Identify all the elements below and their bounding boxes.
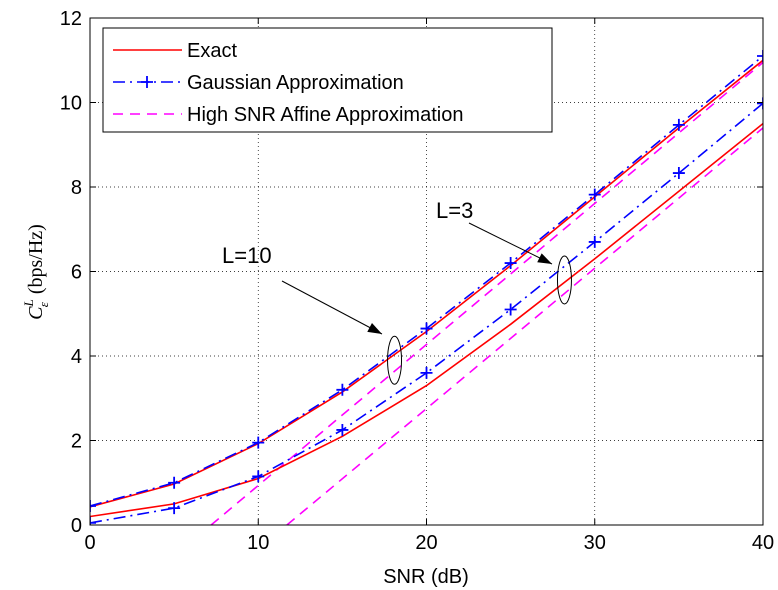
data-point-marker — [504, 257, 517, 270]
series-l10-dashed — [210, 61, 763, 525]
data-point-marker — [588, 188, 601, 201]
data-point-marker — [672, 167, 685, 180]
y-tick-label: 8 — [71, 177, 82, 199]
data-point-marker — [504, 303, 517, 316]
legend: Exact Gaussian Approximation High SNR Affi… — [102, 27, 553, 133]
legend-marker — [141, 76, 153, 88]
annotation-label: L=3 — [436, 198, 473, 223]
data-point-marker — [252, 436, 265, 449]
annotations: L=10 L=3 — [222, 198, 572, 385]
data-point-marker — [168, 502, 181, 515]
y-tick-label: 10 — [60, 93, 82, 115]
annotation-l10: L=10 — [222, 243, 403, 385]
legend-item-dashed: High SNR Affine Approximation — [113, 104, 463, 126]
legend-box — [102, 27, 553, 133]
y-tick-label: 2 — [71, 431, 82, 453]
svg-text:CLε(bps/Hz): CLε (bps/Hz) — [21, 224, 51, 320]
data-point-marker — [420, 366, 433, 379]
y-axis-label-sup: L — [21, 299, 36, 307]
series-line — [90, 102, 763, 524]
series-l3-solid — [90, 122, 763, 518]
annotation-arrow-line — [468, 222, 553, 265]
data-point-marker — [90, 499, 96, 512]
annotation-arrow-head — [537, 253, 552, 264]
series-l3-dashdot — [90, 97, 763, 525]
data-point-marker — [757, 97, 763, 110]
data-point-marker — [757, 50, 763, 63]
legend-label: Exact — [187, 40, 237, 62]
series-layer — [90, 50, 763, 525]
y-tick-label: 4 — [71, 346, 82, 368]
annotation-arrow-head — [367, 323, 382, 334]
data-point-marker — [90, 516, 96, 525]
data-point-marker — [252, 470, 265, 483]
series-line — [210, 61, 763, 525]
series-l10-dashdot — [90, 50, 763, 512]
annotation-ellipse — [387, 335, 403, 385]
legend-item-solid: Exact — [113, 40, 237, 62]
annotation-arrow-line — [281, 280, 383, 335]
annotation-label: L=10 — [222, 243, 272, 268]
data-point-marker — [168, 476, 181, 489]
legend-label: High SNR Affine Approximation — [187, 104, 463, 126]
series-line — [286, 127, 763, 525]
data-point-marker — [588, 235, 601, 248]
y-tick-label: 12 — [60, 8, 82, 30]
x-tick-label: 40 — [752, 532, 774, 554]
x-tick-label: 30 — [584, 532, 606, 554]
data-point-marker — [336, 423, 349, 436]
legend-item-dashdot: Gaussian Approximation — [113, 72, 404, 94]
y-axis-label-sub: ε — [36, 301, 51, 307]
x-axis-label: SNR (dB) — [383, 566, 469, 588]
axes: 0 10 20 30 40 0 2 4 6 8 10 12 — [60, 8, 774, 554]
series-line — [90, 122, 763, 518]
y-axis-label-units: (bps/Hz) — [25, 224, 47, 294]
x-tick-label: 0 — [84, 532, 95, 554]
data-point-marker — [336, 383, 349, 396]
y-axis-label: CLε (bps/Hz) — [21, 224, 51, 320]
series-l3-dashed — [286, 127, 763, 525]
x-tick-label: 10 — [247, 532, 269, 554]
data-point-marker — [672, 118, 685, 131]
y-tick-label: 6 — [71, 262, 82, 284]
annotation-l3: L=3 — [436, 198, 572, 305]
legend-label: Gaussian Approximation — [187, 72, 404, 94]
annotation-ellipse — [556, 255, 572, 305]
y-axis-label-main: C — [25, 306, 47, 320]
y-tick-label: 0 — [71, 515, 82, 537]
x-tick-label: 20 — [415, 532, 437, 554]
data-point-marker — [420, 322, 433, 335]
